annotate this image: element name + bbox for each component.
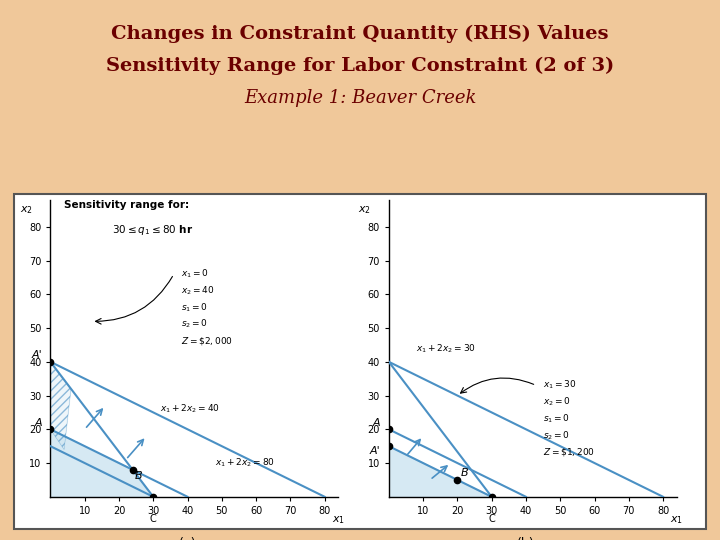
Text: $x_1$: $x_1$: [670, 515, 683, 526]
Text: $s_1 = 0$: $s_1 = 0$: [181, 301, 208, 314]
Text: $x_1 = 30$: $x_1 = 30$: [543, 379, 577, 391]
Text: $x_2 = 0$: $x_2 = 0$: [543, 395, 571, 408]
Text: $Z = \$1,200$: $Z = \$1,200$: [543, 446, 595, 458]
Text: $30 \leq q_1 \leq 80$ hr: $30 \leq q_1 \leq 80$ hr: [112, 224, 194, 238]
Text: A: A: [35, 417, 42, 428]
Text: Sensitivity range for:: Sensitivity range for:: [64, 200, 189, 210]
Text: Sensitivity Range for Labor Constraint (2 of 3): Sensitivity Range for Labor Constraint (…: [106, 57, 614, 75]
Text: $s_2 = 0$: $s_2 = 0$: [543, 429, 570, 442]
Text: $x_1 = 0$: $x_1 = 0$: [181, 267, 209, 280]
Text: A': A': [369, 446, 380, 456]
Text: B: B: [135, 471, 142, 482]
Text: Example 1: Beaver Creek: Example 1: Beaver Creek: [244, 89, 476, 107]
Text: C: C: [150, 514, 156, 524]
Text: A': A': [31, 350, 42, 360]
Text: (b): (b): [517, 537, 535, 540]
Text: $s_2 = 0$: $s_2 = 0$: [181, 318, 208, 330]
Polygon shape: [389, 446, 492, 497]
Text: C: C: [488, 514, 495, 524]
Text: A: A: [373, 417, 380, 428]
Text: $x_1$: $x_1$: [332, 515, 345, 526]
Text: Changes in Constraint Quantity (RHS) Values: Changes in Constraint Quantity (RHS) Val…: [112, 24, 608, 43]
Text: (a): (a): [179, 537, 197, 540]
Text: $x_1 + 2x_2 = 80$: $x_1 + 2x_2 = 80$: [215, 457, 275, 469]
Polygon shape: [50, 362, 71, 449]
Text: B: B: [461, 468, 469, 478]
Text: $x_1 + 2x_2 = 30$: $x_1 + 2x_2 = 30$: [416, 342, 477, 355]
Text: $x_1 + 2x_2 = 40$: $x_1 + 2x_2 = 40$: [160, 403, 220, 415]
Text: $x_2$: $x_2$: [20, 204, 33, 216]
Polygon shape: [50, 429, 153, 497]
Text: $Z = \$2,000$: $Z = \$2,000$: [181, 335, 233, 347]
Text: $s_1 = 0$: $s_1 = 0$: [543, 413, 570, 425]
Text: $x_2$: $x_2$: [359, 204, 372, 216]
Text: $x_2 = 40$: $x_2 = 40$: [181, 284, 215, 296]
